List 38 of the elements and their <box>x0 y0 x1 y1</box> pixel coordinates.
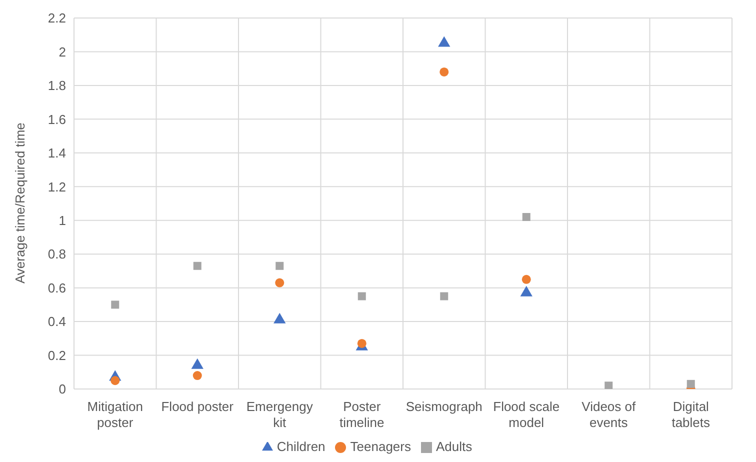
point <box>440 67 449 76</box>
y-tick-label: 2 <box>58 44 66 60</box>
x-tick-label: Emergengy kit <box>246 399 314 430</box>
legend-label: Adults <box>436 439 472 454</box>
x-tick-label: Flood poster <box>161 399 234 414</box>
x-tick-label: Mitigation poster <box>87 399 143 430</box>
y-tick-label: 1 <box>58 212 66 228</box>
y-tick-label: 1.8 <box>48 78 66 94</box>
point <box>276 262 284 270</box>
legend-label: Teenagers <box>350 439 411 454</box>
legend-label: Children <box>276 439 326 454</box>
point <box>522 274 531 284</box>
y-tick-label: 1.6 <box>48 112 66 127</box>
point <box>440 292 448 300</box>
point <box>357 338 366 348</box>
point <box>686 380 695 388</box>
point <box>192 371 202 380</box>
x-tick-label: Flood scale model <box>493 399 560 430</box>
y-tick-label: 0.2 <box>48 348 66 363</box>
y-axis-title: Average time/Required time <box>12 122 28 284</box>
y-tick-label: 1.2 <box>48 179 66 194</box>
y-tick-label: 0.6 <box>48 280 66 296</box>
point <box>111 300 120 309</box>
point <box>604 382 613 389</box>
point <box>522 212 530 221</box>
x-tick-label: Seismograph <box>406 399 482 414</box>
x-tick-label: Videos of events <box>582 399 636 430</box>
x-tick-label: Digital tablets <box>672 399 711 430</box>
y-tick-label: 0 <box>58 382 66 397</box>
point <box>358 292 366 300</box>
point <box>110 376 120 386</box>
y-tick-label: 0.8 <box>48 246 66 262</box>
point <box>193 262 202 270</box>
y-tick-label: 1.4 <box>48 146 66 161</box>
y-tick-label: 0.4 <box>48 314 66 330</box>
x-tick-label: Poster timeline <box>339 399 384 430</box>
y-tick-label: 2.2 <box>48 10 66 26</box>
point <box>275 278 284 288</box>
